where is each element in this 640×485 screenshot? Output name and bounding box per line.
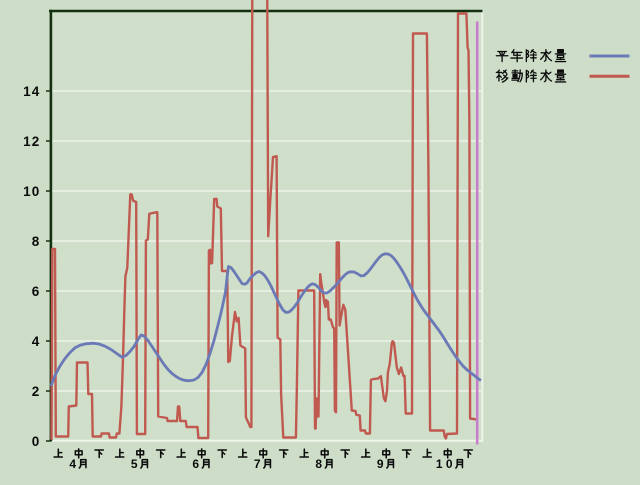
svg-text:8: 8 [315,457,322,471]
svg-text:9: 9 [377,457,384,471]
svg-text:6: 6 [32,284,41,299]
svg-text:4: 4 [69,457,76,471]
svg-text:14: 14 [23,84,40,99]
svg-text:5: 5 [131,457,138,471]
svg-text:6: 6 [192,457,199,471]
svg-text:4: 4 [32,334,41,349]
svg-text:7: 7 [254,457,261,471]
svg-text:2: 2 [32,384,41,399]
svg-text:0: 0 [32,434,41,449]
svg-text:12: 12 [23,134,40,149]
svg-text:8: 8 [32,234,41,249]
svg-text:0: 0 [446,457,453,471]
svg-text:10: 10 [23,184,40,199]
svg-text:1: 1 [436,457,443,471]
